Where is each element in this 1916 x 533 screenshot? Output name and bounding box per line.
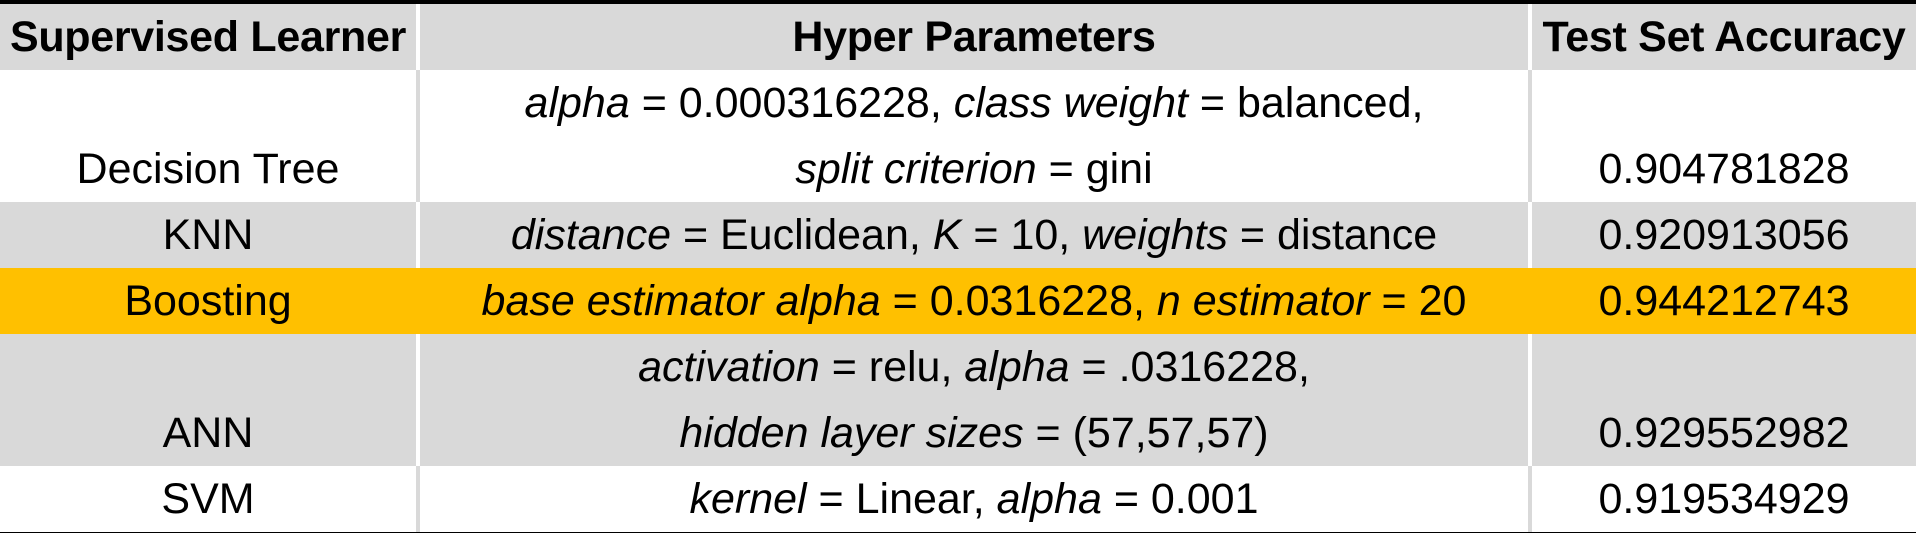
params-line: distance = Euclidean, K = 10, weights = …: [420, 202, 1528, 268]
param-value: = (57,57,57): [1023, 409, 1269, 457]
hyper-parameter: n estimator = 20: [1157, 277, 1467, 325]
header-hyper-parameters: Hyper Parameters: [416, 4, 1528, 70]
table-row: SVM kernel = Linear, alpha = 0.001 0.919…: [0, 466, 1916, 532]
params-line: base estimator alpha = 0.0316228, n esti…: [420, 268, 1528, 334]
learner-cell: KNN: [0, 202, 416, 268]
table-row: Decision Tree alpha = 0.000316228, class…: [0, 70, 1916, 202]
param-value: = .0316228,: [1069, 343, 1310, 391]
learner-name: Decision Tree: [76, 145, 340, 193]
header-supervised-learner: Supervised Learner: [0, 4, 416, 70]
learner-name: KNN: [162, 211, 254, 259]
learner-cell: SVM: [0, 466, 416, 532]
table-row: ANN activation = relu, alpha = .0316228,…: [0, 334, 1916, 466]
param-name: activation: [638, 343, 820, 391]
param-value: = Linear,: [806, 475, 985, 523]
learner-cell: Boosting: [0, 268, 416, 334]
params-line: split criterion = gini: [420, 136, 1528, 202]
params-line: alpha = 0.000316228, class weight = bala…: [420, 70, 1528, 136]
param-value: = Euclidean,: [671, 211, 921, 259]
param-value: = 0.0316228,: [880, 277, 1145, 325]
accuracy-value: 0.929552982: [1598, 409, 1850, 457]
params-cell: alpha = 0.000316228, class weight = bala…: [416, 70, 1528, 202]
param-name: hidden layer sizes: [679, 409, 1024, 457]
learner-name: Boosting: [124, 277, 292, 325]
learner-cell: ANN: [0, 334, 416, 466]
params-cell: kernel = Linear, alpha = 0.001: [416, 466, 1528, 532]
param-value: = gini: [1036, 145, 1153, 193]
param-name: kernel: [689, 475, 807, 523]
param-name: alpha: [996, 475, 1102, 523]
params-cell: activation = relu, alpha = .0316228, hidd…: [416, 334, 1528, 466]
header-test-set-accuracy: Test Set Accuracy: [1528, 4, 1916, 70]
param-value: = 20: [1369, 277, 1467, 325]
param-name: base estimator alpha: [481, 277, 881, 325]
param-name: K: [932, 211, 962, 259]
accuracy-cell: 0.944212743: [1528, 268, 1916, 334]
hyper-parameter: alpha = .0316228,: [964, 343, 1310, 391]
param-value: = 0.001: [1101, 475, 1259, 523]
hyper-parameter: distance = Euclidean,: [511, 211, 921, 259]
hyper-parameter: split criterion = gini: [795, 145, 1152, 193]
hyper-parameter: alpha = 0.000316228,: [525, 79, 942, 127]
param-name: alpha: [524, 79, 630, 127]
hyper-parameter: K = 10,: [933, 211, 1070, 259]
accuracy-cell: 0.904781828: [1528, 70, 1916, 202]
param-value: = balanced,: [1187, 79, 1424, 127]
header-row: Supervised Learner Hyper Parameters Test…: [0, 4, 1916, 70]
params-line: kernel = Linear, alpha = 0.001: [420, 466, 1528, 532]
param-value: = relu,: [819, 343, 953, 391]
hyper-parameter: class weight = balanced,: [954, 79, 1424, 127]
learner-name: SVM: [161, 475, 255, 523]
param-name: class weight: [953, 79, 1188, 127]
param-name: split criterion: [795, 145, 1037, 193]
param-value: = 10,: [961, 211, 1071, 259]
params-line: hidden layer sizes = (57,57,57): [420, 400, 1528, 466]
accuracy-cell: 0.919534929: [1528, 466, 1916, 532]
param-name: distance: [510, 211, 671, 259]
accuracy-cell: 0.920913056: [1528, 202, 1916, 268]
learner-cell: Decision Tree: [0, 70, 416, 202]
learner-name: ANN: [162, 409, 254, 457]
param-name: alpha: [964, 343, 1070, 391]
param-name: n estimator: [1156, 277, 1370, 325]
param-value: = distance: [1227, 211, 1438, 259]
params-cell: distance = Euclidean, K = 10, weights = …: [416, 202, 1528, 268]
hyper-parameter: base estimator alpha = 0.0316228,: [482, 277, 1145, 325]
param-name: weights: [1082, 211, 1228, 259]
results-table: Supervised Learner Hyper Parameters Test…: [0, 4, 1916, 532]
table-row-highlighted: Boosting base estimator alpha = 0.031622…: [0, 268, 1916, 334]
table-row: KNN distance = Euclidean, K = 10, weight…: [0, 202, 1916, 268]
hyper-parameter: hidden layer sizes = (57,57,57): [679, 409, 1268, 457]
hyper-parameter: kernel = Linear,: [689, 475, 984, 523]
params-line: activation = relu, alpha = .0316228,: [420, 334, 1528, 400]
hyper-parameter: activation = relu,: [638, 343, 952, 391]
accuracy-value: 0.919534929: [1598, 475, 1850, 523]
accuracy-cell: 0.929552982: [1528, 334, 1916, 466]
hyper-parameter: weights = distance: [1082, 211, 1437, 259]
accuracy-value: 0.920913056: [1598, 211, 1850, 259]
accuracy-value: 0.944212743: [1598, 277, 1850, 325]
accuracy-value: 0.904781828: [1598, 145, 1850, 193]
hyper-parameter: alpha = 0.001: [997, 475, 1259, 523]
params-cell: base estimator alpha = 0.0316228, n esti…: [416, 268, 1528, 334]
param-value: = 0.000316228,: [629, 79, 942, 127]
